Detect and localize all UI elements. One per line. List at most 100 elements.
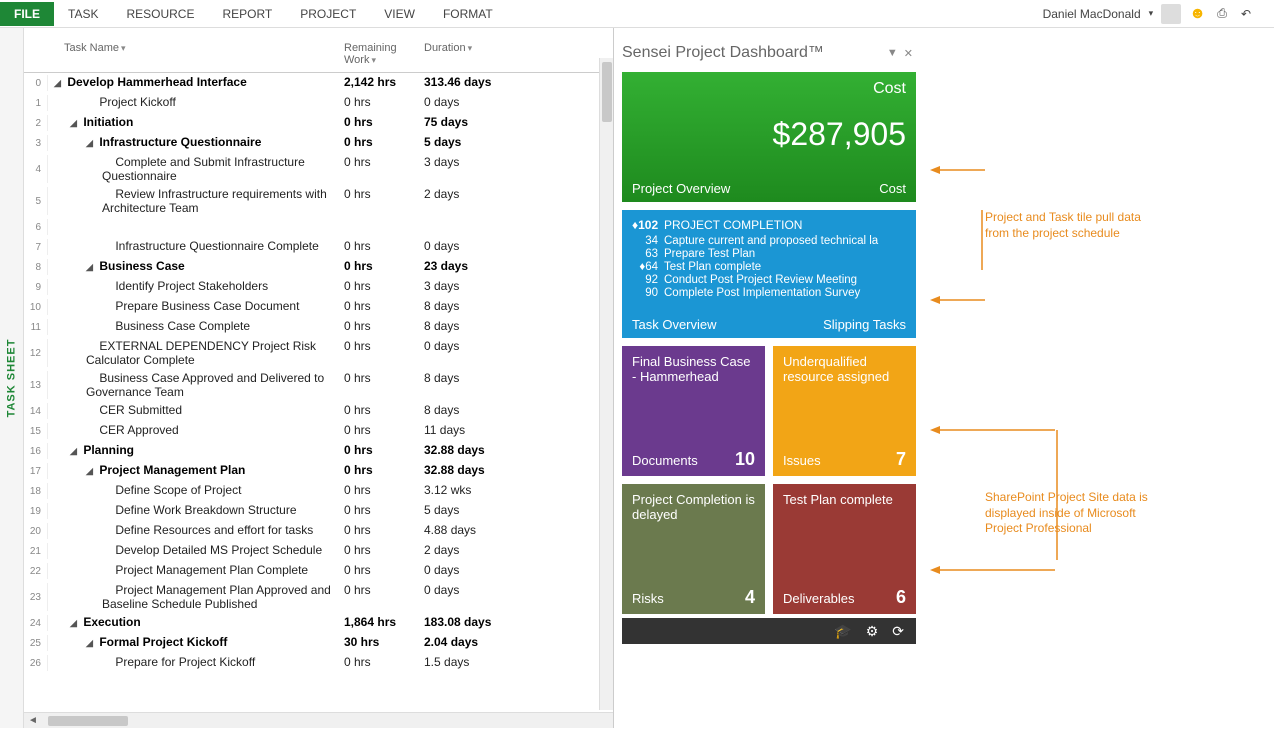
table-row[interactable]: 25◢ Formal Project Kickoff30 hrs2.04 day… [24, 633, 613, 653]
tile-documents[interactable]: Final Business Case - Hammerhead Documen… [622, 346, 765, 476]
table-row[interactable]: 22 Project Management Plan Complete0 hrs… [24, 561, 613, 581]
remaining-work-cell: 0 hrs [344, 543, 424, 557]
refresh-icon[interactable]: ⟳ [892, 623, 904, 640]
table-row[interactable]: 7 Infrastructure Questionnaire Complete0… [24, 237, 613, 257]
remaining-work-cell: 2,142 hrs [344, 75, 424, 89]
row-number: 7 [24, 239, 48, 255]
cost-footer-right: Cost [879, 181, 906, 196]
col-duration[interactable]: Duration [424, 42, 504, 66]
duration-cell: 2.04 days [424, 635, 514, 649]
col-remaining-work[interactable]: Remaining Work [344, 42, 424, 66]
table-row[interactable]: 21 Develop Detailed MS Project Schedule0… [24, 541, 613, 561]
tile-completion[interactable]: ♦102PROJECT COMPLETION 34Capture current… [622, 210, 916, 338]
table-row[interactable]: 13 Business Case Approved and Delivered … [24, 369, 613, 401]
duration-cell: 11 days [424, 423, 514, 437]
duration-cell: 0 days [424, 563, 514, 577]
table-row[interactable]: 3◢ Infrastructure Questionnaire0 hrs5 da… [24, 133, 613, 153]
horizontal-scrollbar[interactable]: ◄ [24, 712, 613, 728]
remaining-work-cell: 0 hrs [344, 423, 424, 437]
table-row[interactable]: 8◢ Business Case0 hrs23 days [24, 257, 613, 277]
table-row[interactable]: 2◢ Initiation0 hrs75 days [24, 113, 613, 133]
sheet-header: Task Name Remaining Work Duration [24, 28, 613, 73]
remaining-work-cell: 0 hrs [344, 523, 424, 537]
tile-cost[interactable]: Cost $287,905 Project OverviewCost [622, 72, 916, 202]
table-row[interactable]: 1 Project Kickoff0 hrs0 days [24, 93, 613, 113]
vertical-scrollbar[interactable] [599, 58, 613, 710]
duration-cell: 8 days [424, 371, 514, 385]
ribbon-tab-report[interactable]: REPORT [208, 2, 286, 26]
ribbon-tab-project[interactable]: PROJECT [286, 2, 370, 26]
completion-footer-right: Slipping Tasks [823, 317, 906, 332]
duration-cell: 4.88 days [424, 523, 514, 537]
table-row[interactable]: 10 Prepare Business Case Document0 hrs8 … [24, 297, 613, 317]
remaining-work-cell: 0 hrs [344, 371, 424, 385]
duration-cell: 3 days [424, 279, 514, 293]
table-row[interactable]: 0◢ Develop Hammerhead Interface2,142 hrs… [24, 73, 613, 93]
feedback-icon[interactable]: ☻ [1189, 5, 1206, 23]
remaining-work-cell: 0 hrs [344, 463, 424, 477]
completion-header-num: ♦102 [632, 218, 664, 232]
tile-risks[interactable]: Project Completion is delayed Risks4 [622, 484, 765, 614]
table-row[interactable]: 16◢ Planning0 hrs32.88 days [24, 441, 613, 461]
table-row[interactable]: 14 CER Submitted0 hrs8 days [24, 401, 613, 421]
task-rows: 0◢ Develop Hammerhead Interface2,142 hrs… [24, 73, 613, 713]
table-row[interactable]: 20 Define Resources and effort for tasks… [24, 521, 613, 541]
user-area: Daniel MacDonald▾ ☻ ⎙ ↶ [1043, 4, 1274, 24]
task-name-cell: ◢ Business Case [48, 259, 344, 273]
dashboard-title: Sensei Project Dashboard™ ▼ ✕ [622, 38, 916, 72]
cost-value: $287,905 [632, 98, 906, 153]
row-number: 15 [24, 423, 48, 439]
issues-count: 7 [896, 449, 906, 470]
documents-label: Documents [632, 453, 698, 468]
tile-issues[interactable]: Underqualified resource assigned Issues7 [773, 346, 916, 476]
print-icon[interactable]: ⎙ [1214, 6, 1230, 22]
gear-icon[interactable]: ⚙ [866, 623, 879, 640]
table-row[interactable]: 24◢ Execution1,864 hrs183.08 days [24, 613, 613, 633]
duration-cell: 75 days [424, 115, 514, 129]
tile-deliverables[interactable]: Test Plan complete Deliverables6 [773, 484, 916, 614]
task-name-cell: Project Management Plan Complete [48, 563, 344, 577]
table-row[interactable]: 9 Identify Project Stakeholders0 hrs3 da… [24, 277, 613, 297]
remaining-work-cell: 0 hrs [344, 115, 424, 129]
row-number: 14 [24, 403, 48, 419]
duration-cell: 313.46 days [424, 75, 514, 89]
row-number: 25 [24, 635, 48, 651]
row-number: 16 [24, 443, 48, 459]
task-name-cell: Identify Project Stakeholders [48, 279, 344, 293]
row-number: 2 [24, 115, 48, 131]
ribbon-tab-resource[interactable]: RESOURCE [112, 2, 208, 26]
ribbon-tab-format[interactable]: FORMAT [429, 2, 507, 26]
avatar[interactable] [1161, 4, 1181, 24]
table-row[interactable]: 19 Define Work Breakdown Structure0 hrs5… [24, 501, 613, 521]
remaining-work-cell: 0 hrs [344, 403, 424, 417]
table-row[interactable]: 17◢ Project Management Plan0 hrs32.88 da… [24, 461, 613, 481]
academy-icon[interactable]: 🎓 [834, 623, 851, 640]
ribbon-tab-file[interactable]: FILE [0, 2, 54, 26]
row-number: 10 [24, 299, 48, 315]
vertical-tab-task-sheet[interactable]: TASK SHEET [0, 28, 24, 728]
completion-header-text: PROJECT COMPLETION [664, 218, 802, 232]
table-row[interactable]: 5 Review Infrastructure requirements wit… [24, 185, 613, 217]
table-row[interactable]: 15 CER Approved0 hrs11 days [24, 421, 613, 441]
table-row[interactable]: 18 Define Scope of Project0 hrs3.12 wks [24, 481, 613, 501]
remaining-work-cell: 0 hrs [344, 583, 424, 597]
table-row[interactable]: 4 Complete and Submit Infrastructure Que… [24, 153, 613, 185]
task-sheet: Task Name Remaining Work Duration 0◢ Dev… [24, 28, 614, 728]
ribbon-tab-view[interactable]: VIEW [370, 2, 429, 26]
row-number: 4 [24, 155, 48, 183]
table-row[interactable]: 23 Project Management Plan Approved and … [24, 581, 613, 613]
table-row[interactable]: 26 Prepare for Project Kickoff0 hrs1.5 d… [24, 653, 613, 673]
close-icon[interactable]: ✕ [901, 47, 916, 60]
deliverables-label: Deliverables [783, 591, 855, 606]
table-row[interactable]: 11 Business Case Complete0 hrs8 days [24, 317, 613, 337]
table-row[interactable]: 12 EXTERNAL DEPENDENCY Project Risk Calc… [24, 337, 613, 369]
table-row[interactable]: 6 [24, 217, 613, 237]
undo-icon[interactable]: ↶ [1238, 6, 1254, 22]
col-task-name[interactable]: Task Name [54, 42, 344, 66]
arrow-line [1050, 430, 1064, 560]
pin-icon[interactable]: ▼ [884, 47, 901, 59]
user-name[interactable]: Daniel MacDonald [1043, 7, 1141, 21]
ribbon-tab-task[interactable]: TASK [54, 2, 112, 26]
task-name-cell: ◢ Execution [48, 615, 344, 629]
task-name-cell: ◢ Planning [48, 443, 344, 457]
